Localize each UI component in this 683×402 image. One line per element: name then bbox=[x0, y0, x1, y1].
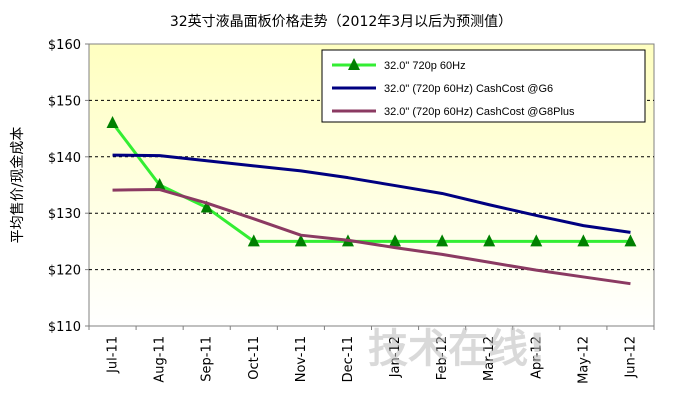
data-point-marker bbox=[389, 234, 402, 247]
watermark-logo: 技术在线! bbox=[368, 326, 546, 372]
legend-label: 32.0" (720p 60Hz) CashCost @G6 bbox=[384, 83, 553, 95]
series-3 bbox=[112, 188, 631, 286]
series-line bbox=[111, 122, 631, 243]
x-tick-label: Jul-11 bbox=[106, 336, 121, 374]
y-axis-ticks: $110 $120 $130 $140 $150 $160 bbox=[48, 38, 89, 335]
data-point-marker bbox=[436, 234, 449, 247]
x-tick-label: Aug-11 bbox=[153, 336, 168, 383]
data-point-marker bbox=[483, 234, 496, 247]
y-tick-label: $120 bbox=[48, 264, 81, 279]
data-point-marker bbox=[294, 234, 307, 247]
data-point-marker bbox=[577, 234, 590, 247]
x-tick-label: May-12 bbox=[576, 336, 591, 384]
series-lines bbox=[106, 115, 637, 286]
series-line bbox=[112, 153, 631, 234]
x-tick-label: Dec-11 bbox=[341, 336, 356, 382]
x-tick-label: Sep-11 bbox=[200, 336, 215, 382]
data-point-marker bbox=[200, 200, 213, 213]
legend-label: 32.0" 720p 60Hz bbox=[384, 60, 466, 72]
y-axis-label: 平均售价/现金成本 bbox=[10, 127, 26, 244]
x-tick-label: Oct-11 bbox=[247, 336, 262, 380]
y-tick-label: $160 bbox=[48, 38, 81, 53]
series-line bbox=[112, 188, 631, 286]
x-tick-label: Jan-12 bbox=[388, 336, 403, 378]
data-point-marker bbox=[106, 115, 119, 128]
y-tick-label: $150 bbox=[48, 94, 81, 109]
legend-marker bbox=[348, 58, 360, 70]
data-point-marker bbox=[530, 234, 543, 247]
y-tick-label: $140 bbox=[48, 151, 81, 166]
x-tick-label: Apr-12 bbox=[529, 336, 544, 379]
legend-label: 32.0" (720p 60Hz) CashCost @G8Plus bbox=[384, 106, 575, 118]
x-tick-label: Jun-12 bbox=[623, 336, 638, 379]
y-tick-label: $110 bbox=[48, 320, 81, 335]
chart-title: 32英寸液晶面板价格走势（2012年3月以后为预测值） bbox=[170, 13, 512, 30]
series-2 bbox=[112, 153, 631, 234]
data-point-marker bbox=[153, 178, 166, 190]
x-axis-ticks: Jul-11 Aug-11 Sep-11 Oct-11 Nov-11 Dec-11 Jan-… bbox=[88, 326, 655, 384]
legend: 32.0" 720p 60Hz 32.0" (720p 60Hz) CashCos… bbox=[321, 49, 646, 123]
data-point-marker bbox=[247, 234, 260, 247]
x-tick-label: Feb-12 bbox=[435, 336, 450, 380]
y-tick-label: $130 bbox=[48, 207, 81, 222]
x-tick-label: Nov-11 bbox=[294, 336, 309, 382]
x-tick-label: Mar-12 bbox=[482, 336, 497, 381]
data-point-marker bbox=[624, 234, 637, 247]
